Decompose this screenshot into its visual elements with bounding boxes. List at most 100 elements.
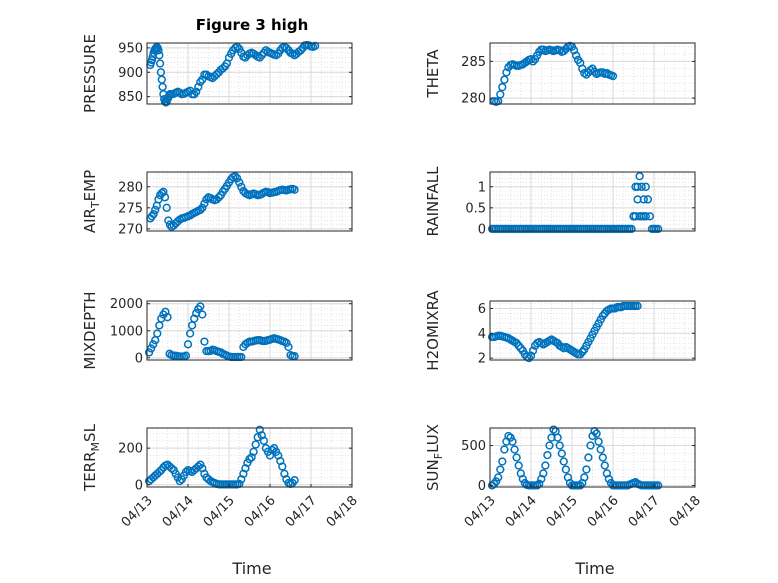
- data-point: [496, 465, 505, 474]
- data-point: [631, 478, 640, 487]
- data-point: [290, 476, 299, 485]
- data-point: [149, 209, 158, 219]
- data-point: [282, 43, 291, 53]
- data-point: [569, 46, 579, 55]
- data-point: [154, 46, 163, 55]
- data-point: [155, 467, 164, 477]
- data-point: [518, 474, 527, 484]
- data-point: [196, 205, 205, 215]
- data-point: [653, 481, 663, 490]
- y-tick-label: 2000: [110, 297, 143, 312]
- data-point: [653, 224, 663, 234]
- data-point: [532, 481, 542, 490]
- data-point: [571, 51, 581, 60]
- data-point: [637, 182, 646, 191]
- data-point: [608, 71, 618, 81]
- y-tick-label: 285: [461, 55, 486, 70]
- data-point: [555, 441, 564, 450]
- data-point: [512, 453, 521, 462]
- panel-1: 850 900 950 PRESSURE: [81, 34, 353, 113]
- data-point: [604, 474, 614, 484]
- data-point: [578, 64, 587, 73]
- data-point: [198, 203, 207, 212]
- y-tick-label: 280: [461, 92, 486, 107]
- y-tick-label: 0.5: [465, 201, 486, 216]
- data-point: [153, 329, 162, 338]
- data-point: [541, 461, 550, 470]
- data-point: [233, 174, 242, 183]
- figure-title: Figure 3 high: [196, 16, 309, 34]
- data-point: [528, 57, 538, 66]
- data-point: [192, 87, 201, 96]
- data-point: [586, 66, 595, 75]
- y-axis-label: SUNFLUX: [424, 424, 445, 491]
- y-tick-label: 950: [118, 41, 143, 56]
- data-point: [196, 302, 205, 311]
- data-point: [553, 433, 562, 442]
- data-point: [514, 461, 523, 470]
- data-point: [290, 185, 299, 194]
- panel-6: 2 4 6 H2OMIXRA: [424, 290, 696, 371]
- data-point: [249, 447, 258, 456]
- data-point: [526, 351, 536, 360]
- data-point: [198, 310, 207, 319]
- y-tick-label: 6: [478, 302, 486, 317]
- data-point: [598, 453, 607, 462]
- data-point: [557, 449, 566, 458]
- y-tick-label: 4: [478, 327, 486, 342]
- axes-box: [489, 42, 696, 105]
- data-point: [237, 182, 246, 191]
- axes-box: [146, 171, 353, 232]
- data-point: [284, 342, 293, 352]
- axes-box: [489, 427, 696, 488]
- data-point: [149, 340, 158, 349]
- y-tick-label: 850: [118, 90, 143, 105]
- data-point: [212, 70, 221, 79]
- data-point: [559, 457, 568, 466]
- data-point: [194, 462, 203, 471]
- data-point: [496, 90, 505, 99]
- data-point: [504, 431, 513, 441]
- y-axis-label: RAINFALL: [424, 166, 442, 237]
- data-point: [539, 469, 548, 478]
- data-point: [183, 340, 193, 349]
- data-point: [592, 429, 601, 438]
- data-point: [160, 193, 170, 202]
- data-point: [245, 454, 254, 464]
- data-point: [231, 172, 240, 181]
- data-point: [257, 51, 266, 60]
- data-point: [627, 224, 636, 234]
- data-point: [144, 348, 154, 357]
- data-point: [500, 75, 509, 84]
- data-point: [498, 457, 507, 466]
- data-point: [212, 195, 221, 204]
- data-point: [214, 193, 223, 202]
- data-point: [200, 337, 209, 346]
- x-axis-label-right: Time: [574, 559, 614, 578]
- panel-3: 270 275 280 AIRTEMP: [81, 170, 353, 237]
- data-point: [159, 187, 168, 196]
- data-point: [164, 216, 173, 225]
- data-point: [586, 441, 595, 450]
- y-tick-label: 0: [135, 351, 143, 366]
- data-point: [528, 346, 538, 355]
- data-point: [502, 68, 511, 77]
- y-tick-label: 200: [118, 442, 143, 457]
- data-point: [584, 453, 593, 462]
- axes-box: [489, 171, 696, 232]
- data-point: [498, 82, 507, 92]
- y-tick-label: 500: [461, 439, 486, 454]
- data-point: [582, 70, 591, 79]
- data-point: [639, 195, 648, 204]
- data-point: [545, 441, 554, 450]
- data-point: [251, 440, 260, 449]
- y-axis-label: PRESSURE: [81, 34, 99, 113]
- data-point: [494, 473, 503, 482]
- y-tick-label: 270: [118, 222, 143, 237]
- data-point: [185, 329, 195, 338]
- data-point: [576, 481, 585, 490]
- y-axis-label: TERRMSL: [81, 423, 102, 492]
- data-point: [549, 425, 558, 434]
- y-axis-label: H2OMIXRA: [424, 290, 442, 371]
- y-axis-label: AIRTEMP: [81, 170, 102, 233]
